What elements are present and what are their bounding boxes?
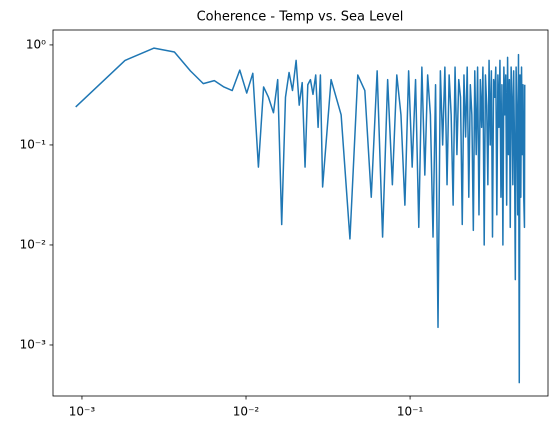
y-tick-label: 10⁻¹ (20, 137, 47, 151)
x-tick-label: 10⁻¹ (397, 405, 424, 419)
chart-title: Coherence - Temp vs. Sea Level (197, 10, 404, 25)
plot-frame (52, 29, 549, 397)
x-tick-label: 10⁻³ (69, 405, 96, 419)
data-line (75, 47, 526, 384)
y-tick-label: 10⁰ (26, 37, 46, 51)
y-tick-label: 10⁻³ (20, 337, 47, 351)
x-tick-label: 10⁻² (233, 405, 260, 419)
y-tick-label: 10⁻² (20, 237, 47, 251)
